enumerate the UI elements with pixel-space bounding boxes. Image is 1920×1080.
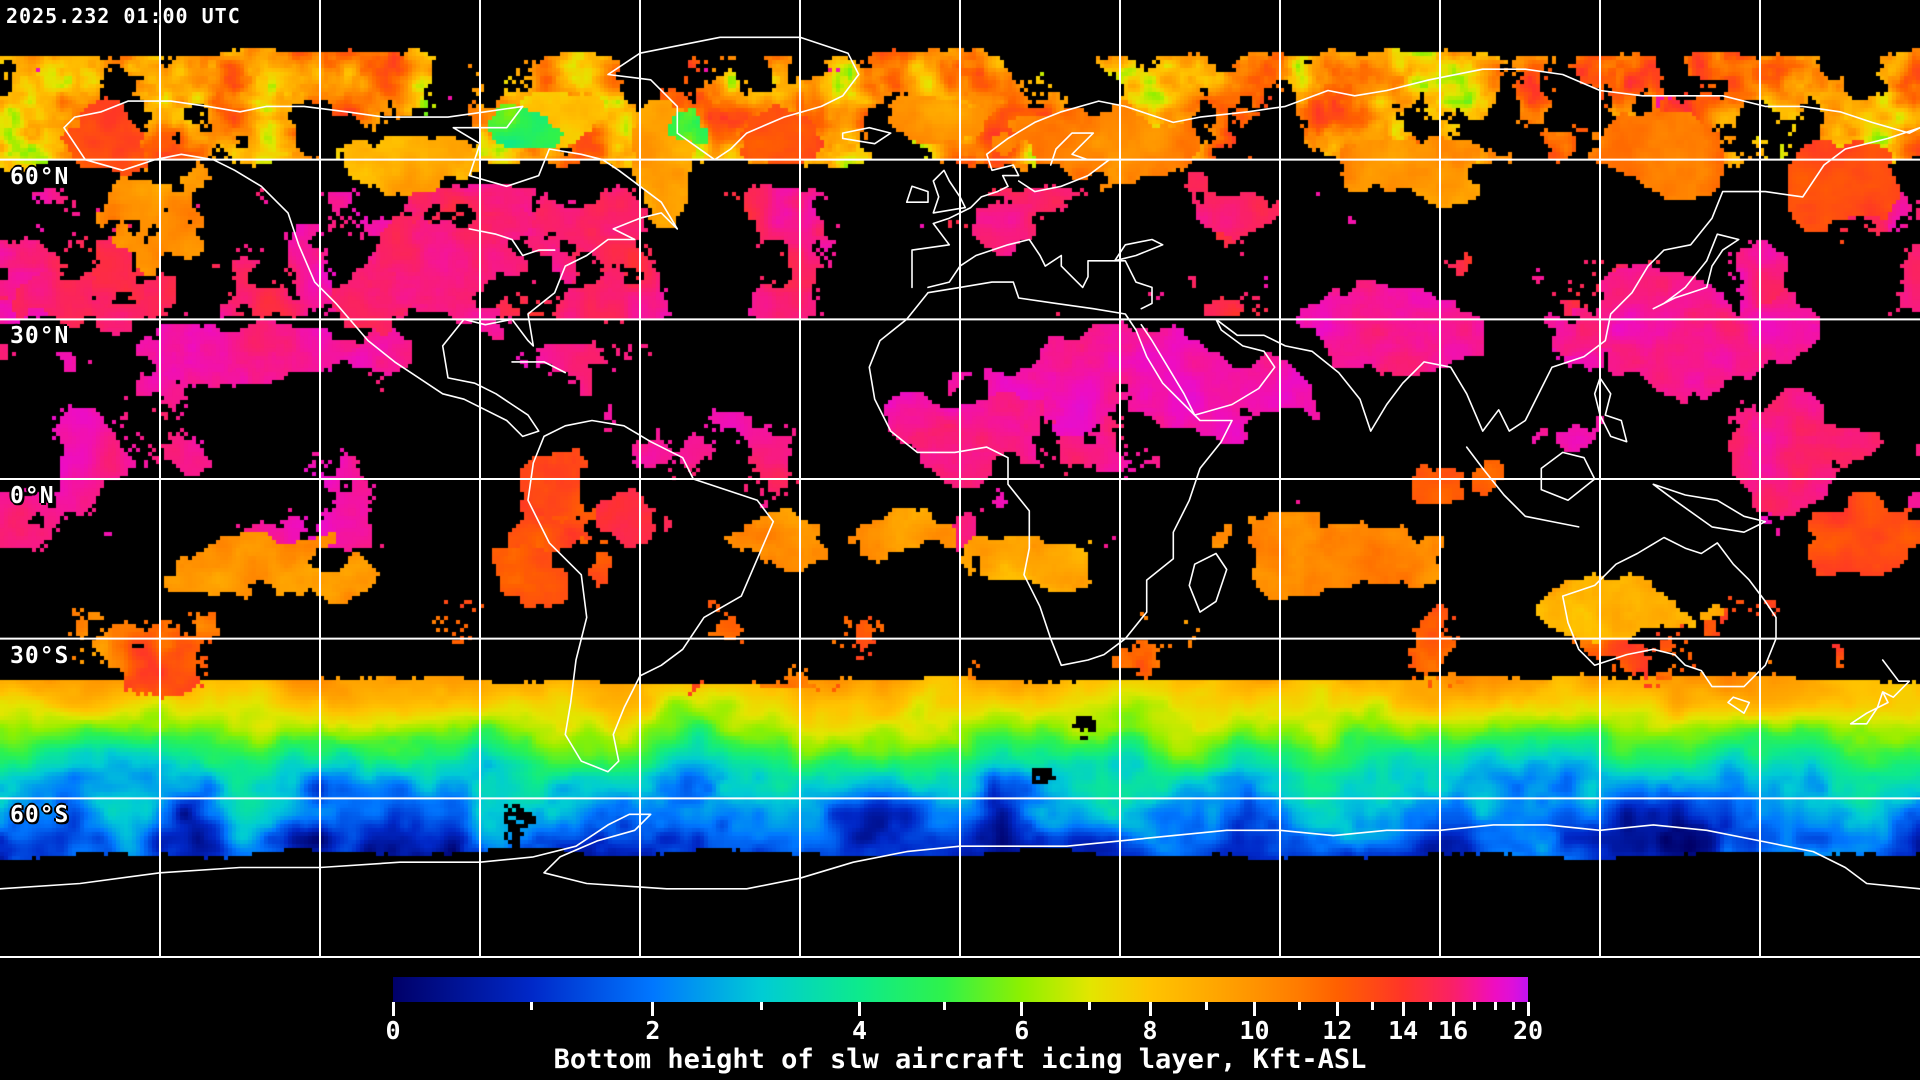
colorbar-tick-label: 0 xyxy=(385,1016,401,1045)
colorbar-tick xyxy=(760,1002,764,1010)
colorbar-tick xyxy=(1020,1002,1024,1016)
colorbar-tick xyxy=(1335,1002,1339,1016)
colorbar-tick xyxy=(529,1002,533,1010)
colorbar-tick xyxy=(1298,1002,1302,1010)
coastline xyxy=(1017,132,1111,193)
map-overlay xyxy=(0,0,1920,958)
coastline xyxy=(1465,446,1580,528)
colorbar-tick-label: 12 xyxy=(1322,1016,1353,1045)
colorbar-tick xyxy=(1252,1002,1256,1016)
graticule-layer xyxy=(0,0,1920,958)
coastline xyxy=(1652,233,1740,310)
latitude-label: 60°N xyxy=(10,163,70,190)
coastline xyxy=(1849,659,1911,725)
coastline xyxy=(868,281,1233,667)
coastline xyxy=(468,228,556,257)
latitude-label: 60°S xyxy=(10,802,70,829)
colorbar-tick-label: 20 xyxy=(1512,1016,1544,1045)
map-bottom-border xyxy=(0,956,1920,958)
colorbar-tick xyxy=(391,1002,395,1016)
colorbar-tick xyxy=(857,1002,861,1016)
latitude-label: 30°N xyxy=(10,323,70,350)
coastline xyxy=(527,419,775,773)
coastline xyxy=(63,100,679,438)
colorbar-tick-label: 16 xyxy=(1438,1016,1469,1045)
coastline xyxy=(1188,552,1228,613)
colorbar-tick-label: 6 xyxy=(1014,1016,1030,1045)
colorbar-tick xyxy=(1428,1002,1432,1010)
colorbar-tick xyxy=(1493,1002,1497,1010)
coastline xyxy=(1727,696,1751,715)
coastlines-layer xyxy=(0,36,1920,890)
colorbar-tick xyxy=(651,1002,655,1016)
colorbar-tick xyxy=(1526,1002,1530,1016)
latitude-label: 30°S xyxy=(10,642,70,669)
colorbar-tick xyxy=(943,1002,947,1010)
colorbar-tick xyxy=(1205,1002,1209,1010)
colorbar-tick xyxy=(1451,1002,1455,1016)
coastline xyxy=(841,126,892,145)
coastline xyxy=(1593,377,1628,443)
coastline xyxy=(1140,126,1920,432)
coastline xyxy=(1113,259,1153,310)
satellite-map: 2025.232 01:00 UTC 60°N 30°N 0°N 30°S 60°S xyxy=(0,0,1920,958)
colorbar-tick-label: 8 xyxy=(1142,1016,1158,1045)
coastline xyxy=(905,185,929,203)
latitude-label: 0°N xyxy=(10,483,55,509)
coastline xyxy=(607,36,860,161)
colorbar-gradient xyxy=(393,977,1528,1002)
colorbar-tick-label: 4 xyxy=(851,1016,868,1045)
colorbar-tick xyxy=(1088,1002,1092,1010)
coastline xyxy=(932,169,967,214)
colorbar-tick xyxy=(1511,1002,1515,1010)
timestamp-label: 2025.232 01:00 UTC xyxy=(6,4,241,28)
colorbar-tick-label: 2 xyxy=(645,1016,661,1045)
colorbar-tick-label: 10 xyxy=(1239,1016,1270,1045)
colorbar-tick xyxy=(1473,1002,1477,1010)
colorbar-caption: Bottom height of slw aircraft icing laye… xyxy=(553,1044,1367,1075)
coastline xyxy=(1652,483,1767,534)
coastline xyxy=(1124,68,1920,134)
coastline xyxy=(511,361,567,374)
coastline xyxy=(927,238,1164,289)
coastline xyxy=(911,100,1127,289)
colorbar-tick xyxy=(1371,1002,1374,1010)
coastline xyxy=(0,813,1920,890)
coastline xyxy=(1540,451,1596,502)
coastline xyxy=(1561,536,1777,688)
colorbar-tick xyxy=(1401,1002,1405,1016)
colorbar-tick xyxy=(1148,1002,1152,1016)
colorbar-tick-label: 14 xyxy=(1388,1016,1419,1045)
